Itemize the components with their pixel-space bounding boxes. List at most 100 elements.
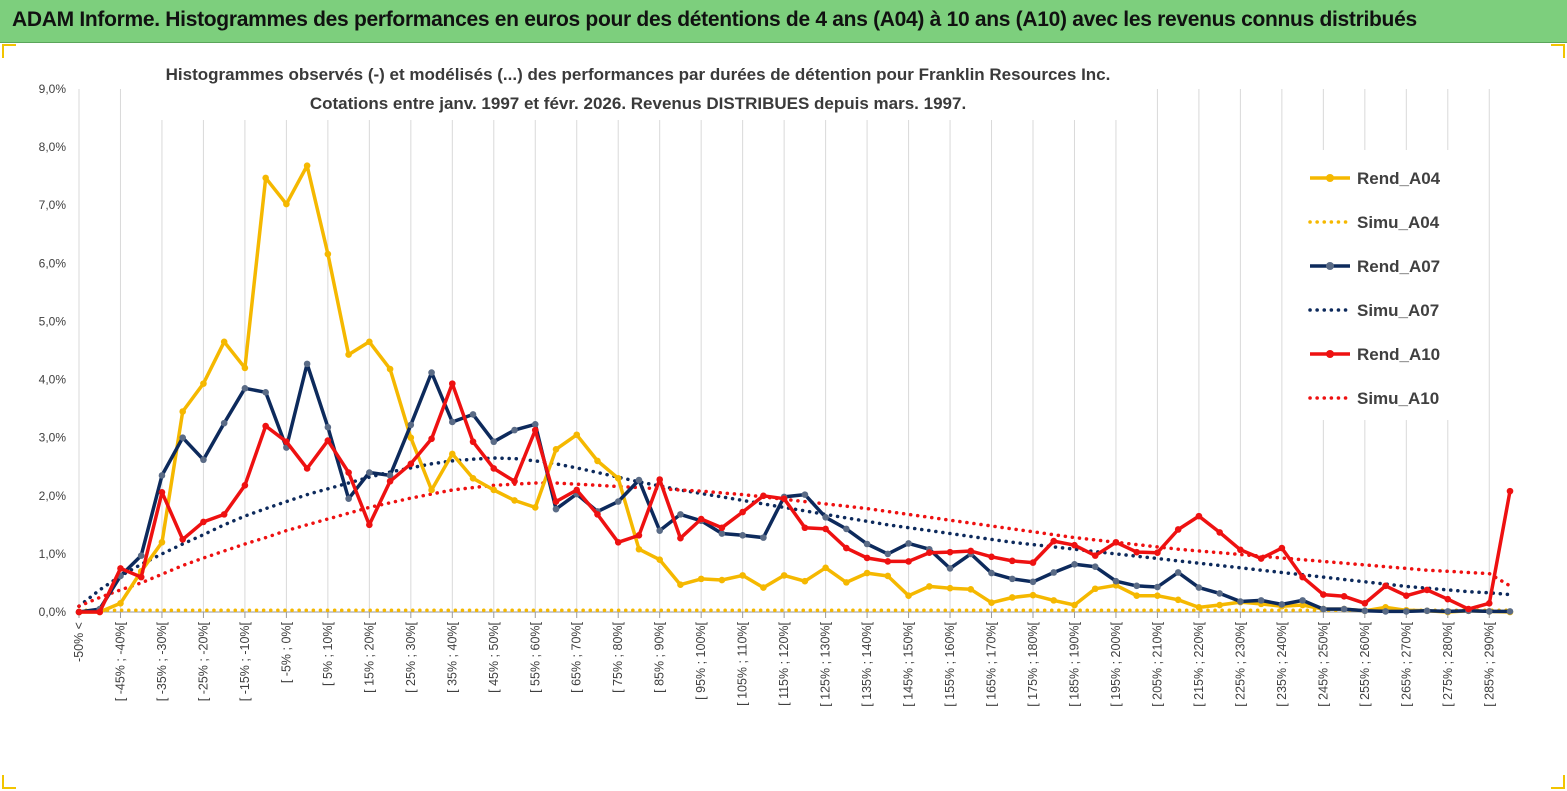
data-point <box>677 511 684 518</box>
data-point <box>200 456 207 464</box>
data-point <box>614 538 622 546</box>
data-point <box>697 515 705 523</box>
data-point <box>594 511 601 518</box>
x-tick-label: [ 55% ; 60%[ <box>528 621 542 692</box>
x-tick-label: [ 165% ; 170%[ <box>985 621 999 706</box>
data-point <box>677 534 684 542</box>
data-point <box>552 445 560 453</box>
data-point <box>386 472 394 479</box>
data-point <box>1465 605 1472 613</box>
legend-marker <box>1326 174 1334 182</box>
series-line <box>77 481 1512 608</box>
y-tick-label: 1,0% <box>39 547 67 561</box>
data-point <box>1071 561 1078 568</box>
x-tick-label: [ 265% ; 270%[ <box>1399 621 1413 706</box>
data-point <box>1154 549 1161 557</box>
chart-subtitle-line1: Histogrammes observés (-) et modélisés (… <box>166 65 1111 84</box>
data-point <box>386 477 394 485</box>
data-point <box>988 569 995 577</box>
x-tick-label: [ 115% ; 120%[ <box>777 621 791 705</box>
data-point <box>801 577 809 585</box>
data-point <box>1320 591 1327 598</box>
data-point <box>1195 604 1203 611</box>
data-point <box>1112 577 1120 585</box>
data-point <box>366 469 373 476</box>
x-tick-label: [ 75% ; 80%[ <box>611 621 625 692</box>
y-tick-label: 7,0% <box>39 198 67 212</box>
data-point <box>531 421 539 428</box>
data-point <box>1050 569 1058 576</box>
data-point <box>1299 601 1306 609</box>
x-tick-label: [ 25% ; 30%[ <box>404 621 418 692</box>
data-point <box>1216 590 1223 597</box>
x-tick-label: [ 195% ; 200%[ <box>1109 621 1123 706</box>
legend-label: Rend_A04 <box>1357 169 1441 188</box>
data-point <box>220 511 228 518</box>
data-point <box>407 460 415 468</box>
data-point <box>158 488 166 496</box>
data-point <box>386 365 394 373</box>
data-point <box>926 549 933 557</box>
series-rend-a10 <box>75 380 1514 616</box>
data-point <box>946 548 954 556</box>
data-point <box>1133 548 1140 556</box>
data-point <box>739 531 746 539</box>
data-point <box>262 174 269 182</box>
data-point <box>345 495 352 502</box>
data-point <box>531 426 539 434</box>
data-point <box>428 435 435 443</box>
data-point <box>241 384 249 392</box>
data-point <box>345 469 352 476</box>
data-point <box>1299 597 1306 604</box>
data-point <box>303 360 311 368</box>
data-point <box>988 599 995 607</box>
y-tick-label: 8,0% <box>39 140 67 154</box>
data-point <box>366 338 373 346</box>
data-point <box>137 552 145 559</box>
data-point <box>780 572 788 579</box>
data-point <box>179 536 186 543</box>
data-point <box>635 476 643 484</box>
x-tick-label: [ 125% ; 130%[ <box>819 621 833 706</box>
data-point <box>1174 569 1182 576</box>
y-tick-label: 9,0% <box>39 82 67 96</box>
x-tick-label: [ 145% ; 150%[ <box>902 621 916 706</box>
legend-marker <box>1326 350 1334 358</box>
data-point <box>1216 529 1223 536</box>
data-point <box>1050 537 1058 545</box>
data-point <box>760 534 767 541</box>
data-point <box>1403 592 1410 600</box>
data-point <box>988 553 995 561</box>
x-tick-label: [ 275% ; 280%[ <box>1441 621 1455 706</box>
data-point <box>1195 584 1203 591</box>
page-title: ADAM Informe. Histogrammes des performan… <box>12 8 1417 31</box>
data-point <box>1506 487 1514 495</box>
data-point <box>760 584 767 591</box>
data-point <box>967 586 975 593</box>
data-point <box>345 351 352 358</box>
data-point <box>1091 552 1099 559</box>
data-point <box>179 408 186 415</box>
data-point <box>718 530 726 537</box>
data-point <box>739 572 746 579</box>
data-point <box>158 538 166 546</box>
data-point <box>718 524 726 532</box>
x-tick-label: [ 235% ; 240%[ <box>1275 621 1289 706</box>
corner-mark <box>2 775 16 789</box>
x-tick-label: [ 225% ; 230%[ <box>1233 621 1247 706</box>
data-point <box>656 527 663 534</box>
x-axis: -50% < [ -45% ; -40%[[ -35% ; -30%[[ -25%… <box>72 611 1510 707</box>
x-tick-label: [ 5% ; 10%[ <box>321 621 335 685</box>
data-point <box>1320 605 1327 613</box>
data-point <box>1133 582 1140 590</box>
data-point <box>635 545 643 553</box>
data-point <box>884 558 892 565</box>
y-axis: 0,0% 1,0% 2,0% 3,0% 4,0% 5,0% 6,0% 7,0% 8,0% 9,0% <box>39 82 67 619</box>
x-tick-label: [ 215% ; 220%[ <box>1192 621 1206 706</box>
x-tick-label: [ 255% ; 260%[ <box>1358 621 1372 706</box>
data-point <box>780 495 788 502</box>
x-tick-label: [ 245% ; 250%[ <box>1316 621 1330 706</box>
data-point <box>1299 573 1306 581</box>
data-point <box>469 411 477 418</box>
